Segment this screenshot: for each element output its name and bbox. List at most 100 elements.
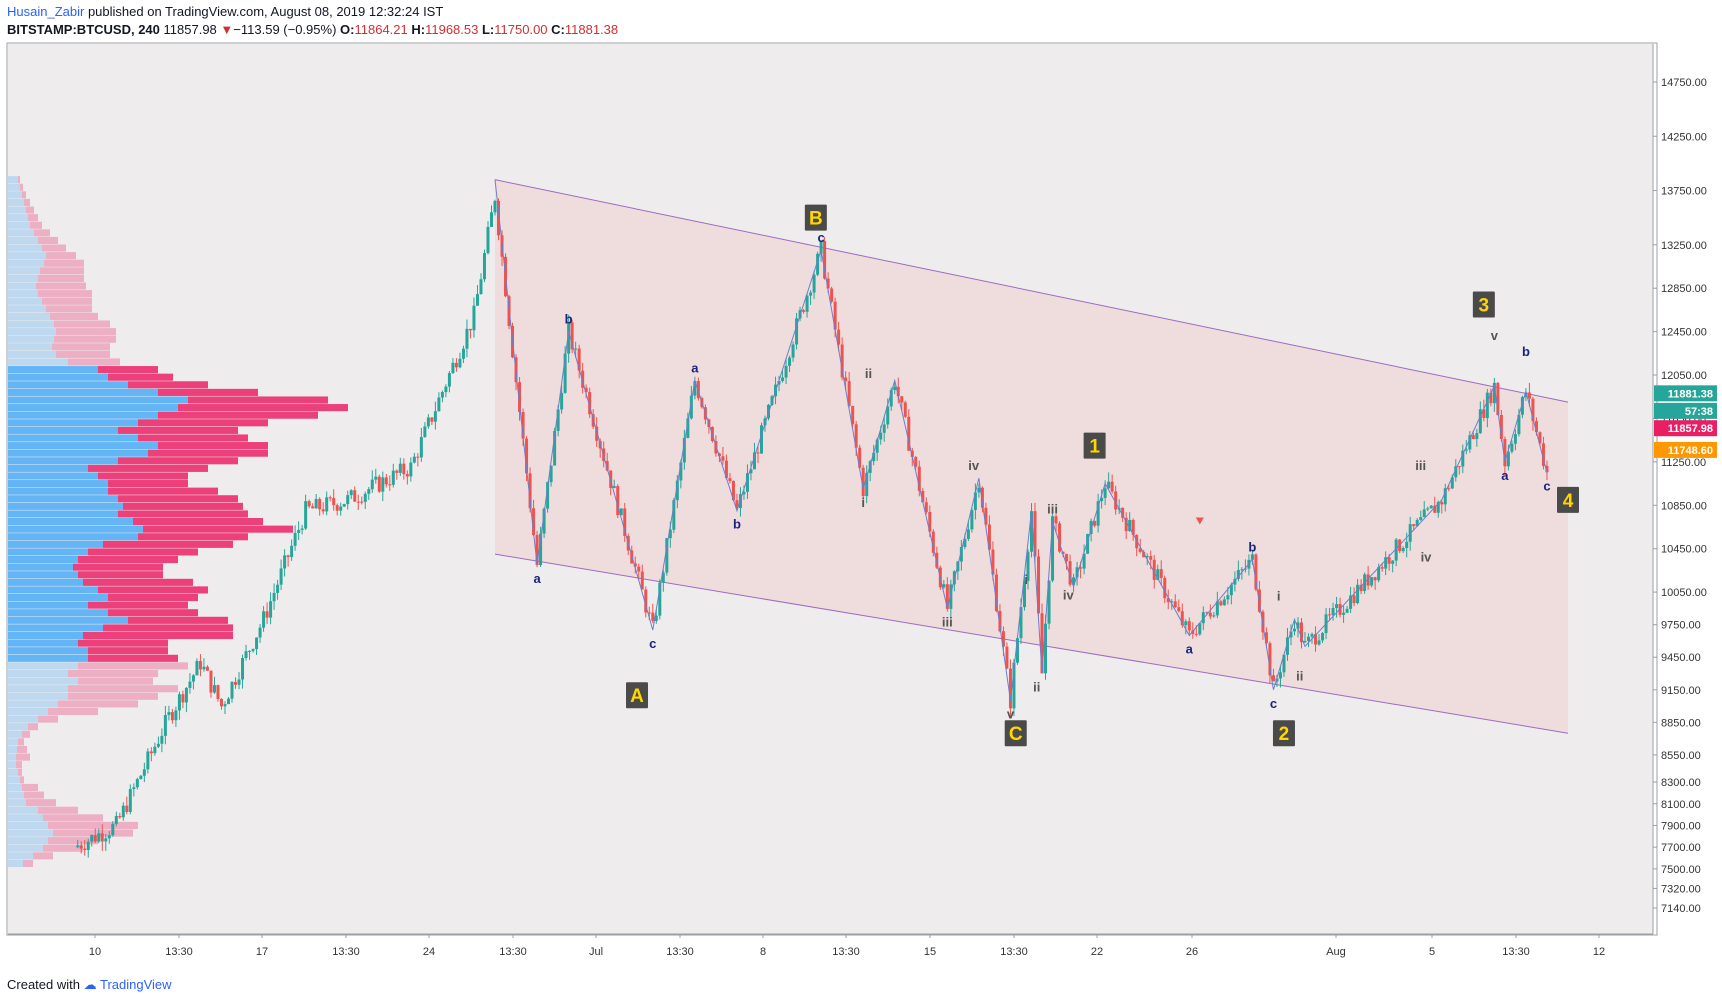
candle-down[interactable] (1114, 491, 1118, 510)
candle-up[interactable] (1478, 409, 1482, 434)
candle-up[interactable] (1401, 548, 1405, 552)
candle-up[interactable] (1072, 577, 1076, 585)
candle-down[interactable] (1352, 595, 1356, 604)
candle-down[interactable] (181, 694, 185, 703)
candle-up[interactable] (1342, 612, 1346, 615)
candle-up[interactable] (440, 392, 444, 398)
candle-up[interactable] (107, 835, 111, 839)
candle-down[interactable] (468, 328, 472, 331)
candle-up[interactable] (1019, 607, 1023, 639)
candle-up[interactable] (1349, 595, 1353, 609)
candle-up[interactable] (325, 497, 329, 512)
candle-up[interactable] (795, 318, 799, 345)
candle-down[interactable] (286, 555, 290, 558)
candle-down[interactable] (1531, 398, 1535, 422)
candle-up[interactable] (90, 835, 94, 842)
candle-up[interactable] (1335, 604, 1339, 609)
candle-down[interactable] (861, 467, 865, 497)
candle-up[interactable] (553, 430, 557, 466)
candle-up[interactable] (1296, 622, 1300, 629)
candle-up[interactable] (1282, 654, 1286, 673)
candle-up[interactable] (493, 200, 497, 213)
candle-up[interactable] (1370, 577, 1374, 586)
candle-up[interactable] (686, 418, 690, 438)
candle-down[interactable] (802, 310, 806, 312)
candle-up[interactable] (1520, 397, 1524, 415)
candle-up[interactable] (1436, 502, 1440, 513)
candle-up[interactable] (1022, 581, 1026, 608)
candle-down[interactable] (1387, 557, 1391, 564)
candle-up[interactable] (1394, 539, 1398, 561)
candle-down[interactable] (994, 574, 998, 611)
candle-down[interactable] (1149, 556, 1153, 560)
candle-up[interactable] (76, 845, 80, 848)
candle-up[interactable] (560, 392, 564, 410)
price-tag-countdown[interactable] (1654, 402, 1717, 419)
candle-down[interactable] (1152, 559, 1156, 580)
candle-up[interactable] (244, 651, 248, 658)
candle-down[interactable] (384, 477, 388, 485)
candle-up[interactable] (258, 627, 262, 638)
candle-down[interactable] (1124, 517, 1128, 532)
candle-up[interactable] (665, 538, 669, 573)
candle-up[interactable] (1103, 488, 1107, 498)
candle-down[interactable] (1180, 611, 1184, 626)
candle-up[interactable] (297, 529, 301, 533)
candle-up[interactable] (1492, 382, 1496, 404)
candle-down[interactable] (1187, 621, 1191, 631)
candle-down[interactable] (1110, 481, 1114, 492)
candle-up[interactable] (1405, 541, 1409, 549)
candle-down[interactable] (1001, 631, 1005, 647)
candle-up[interactable] (1321, 633, 1325, 641)
candle-down[interactable] (577, 348, 581, 371)
candle-up[interactable] (1331, 608, 1335, 616)
candle-up[interactable] (682, 437, 686, 463)
candle-up[interactable] (465, 328, 469, 349)
candle-up[interactable] (1415, 519, 1419, 527)
candle-up[interactable] (574, 348, 578, 350)
candle-up[interactable] (759, 425, 763, 454)
candle-up[interactable] (1317, 640, 1321, 645)
candle-down[interactable] (1254, 554, 1258, 590)
candle-up[interactable] (1233, 578, 1237, 585)
candle-up[interactable] (188, 681, 192, 688)
tradingview-link[interactable]: TradingView (100, 977, 172, 992)
candle-up[interactable] (1170, 601, 1174, 603)
candle-down[interactable] (198, 660, 202, 670)
candle-up[interactable] (763, 418, 767, 426)
candle-up[interactable] (875, 439, 879, 453)
candle-down[interactable] (1482, 409, 1486, 419)
candle-down[interactable] (714, 441, 718, 454)
candle-down[interactable] (395, 470, 399, 473)
candle-up[interactable] (167, 712, 171, 716)
candle-down[interactable] (265, 611, 269, 618)
candle-up[interactable] (409, 462, 413, 477)
wave-degree-box[interactable] (1472, 291, 1495, 318)
candle-down[interactable] (1300, 622, 1304, 643)
candle-up[interactable] (255, 637, 259, 650)
candle-down[interactable] (335, 505, 339, 511)
candle-up[interactable] (1454, 466, 1458, 478)
candle-up[interactable] (437, 397, 441, 412)
candle-up[interactable] (791, 344, 795, 358)
candle-down[interactable] (356, 501, 360, 503)
candle-down[interactable] (991, 549, 995, 575)
candle-up[interactable] (163, 715, 167, 736)
candle-down[interactable] (616, 486, 620, 516)
candle-up[interactable] (963, 538, 967, 547)
candle-up[interactable] (889, 390, 893, 407)
candle-down[interactable] (1058, 523, 1062, 552)
candle-down[interactable] (651, 612, 655, 621)
candle-up[interactable] (973, 492, 977, 511)
candle-down[interactable] (219, 698, 223, 707)
candle-up[interactable] (227, 698, 231, 705)
candle-down[interactable] (935, 552, 939, 568)
candle-up[interactable] (539, 533, 543, 566)
candle-up[interactable] (128, 789, 132, 812)
candle-up[interactable] (423, 426, 427, 438)
candle-down[interactable] (1471, 435, 1475, 440)
candle-up[interactable] (1250, 554, 1254, 560)
candle-down[interactable] (1457, 466, 1461, 468)
candle-up[interactable] (959, 546, 963, 562)
candle-up[interactable] (153, 746, 157, 754)
